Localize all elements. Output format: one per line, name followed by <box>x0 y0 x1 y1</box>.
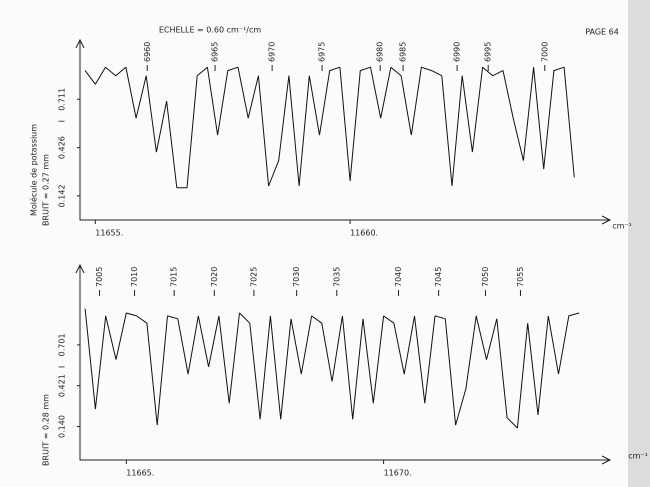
y-label: I <box>58 120 67 122</box>
line-number: 6970 <box>268 42 277 62</box>
axes <box>79 265 610 461</box>
y-label: I <box>58 366 67 368</box>
line-number: 6995 <box>484 42 493 62</box>
line-number: 7000 <box>540 42 549 62</box>
scale-label: ECHELLE = 0.60 cm⁻¹/cm <box>159 26 262 35</box>
molecule-label: Molécule de potassium <box>29 124 39 216</box>
x-arrow <box>601 215 612 225</box>
line-number: 7045 <box>434 267 443 287</box>
spectrum-line <box>84 308 580 429</box>
page-number: PAGE 64 <box>585 28 619 37</box>
line-number: 6965 <box>211 42 220 62</box>
axes <box>79 40 610 221</box>
x-unit: cm⁻¹ <box>612 222 632 231</box>
line-number: 7020 <box>210 267 219 287</box>
line-number: 7010 <box>130 267 139 287</box>
spectrum-line <box>84 66 575 189</box>
x-tick-label: 11655. <box>95 229 123 238</box>
line-number: 7025 <box>249 267 258 287</box>
y-tick-label: 0.421 <box>58 374 67 397</box>
scan-edge <box>628 0 650 487</box>
line-number: 7035 <box>332 267 341 287</box>
line-number: 7055 <box>516 267 525 287</box>
line-number: 6960 <box>143 42 152 62</box>
y-tick-label: 0.426 <box>58 136 67 159</box>
line-number: 6980 <box>376 42 385 62</box>
line-number: 6990 <box>453 42 462 62</box>
x-tick-label: 11670. <box>384 469 412 478</box>
noise-label: BRUIT = 0.27 mm <box>42 154 51 226</box>
y-tick-label: 0.140 <box>58 415 67 438</box>
line-number: 7030 <box>292 267 301 287</box>
line-number: 7040 <box>394 267 403 287</box>
y-tick-label: 0.142 <box>58 184 67 207</box>
y-tick-label: 0.701 <box>58 333 67 356</box>
y-arrow <box>75 38 85 49</box>
y-arrow <box>75 263 85 274</box>
line-number: 7005 <box>95 267 104 287</box>
x-tick-label: 11665. <box>126 469 154 478</box>
noise-label: BRUIT = 0.28 mm <box>42 394 51 466</box>
x-tick-label: 11660. <box>350 229 378 238</box>
line-number: 7015 <box>170 267 179 287</box>
x-arrow <box>601 455 612 465</box>
y-tick-label: 0.711 <box>58 88 67 111</box>
line-number: 7050 <box>481 267 490 287</box>
line-number: 6985 <box>399 42 408 62</box>
x-unit: cm⁻¹ <box>628 452 648 461</box>
line-number: 6975 <box>318 42 327 62</box>
